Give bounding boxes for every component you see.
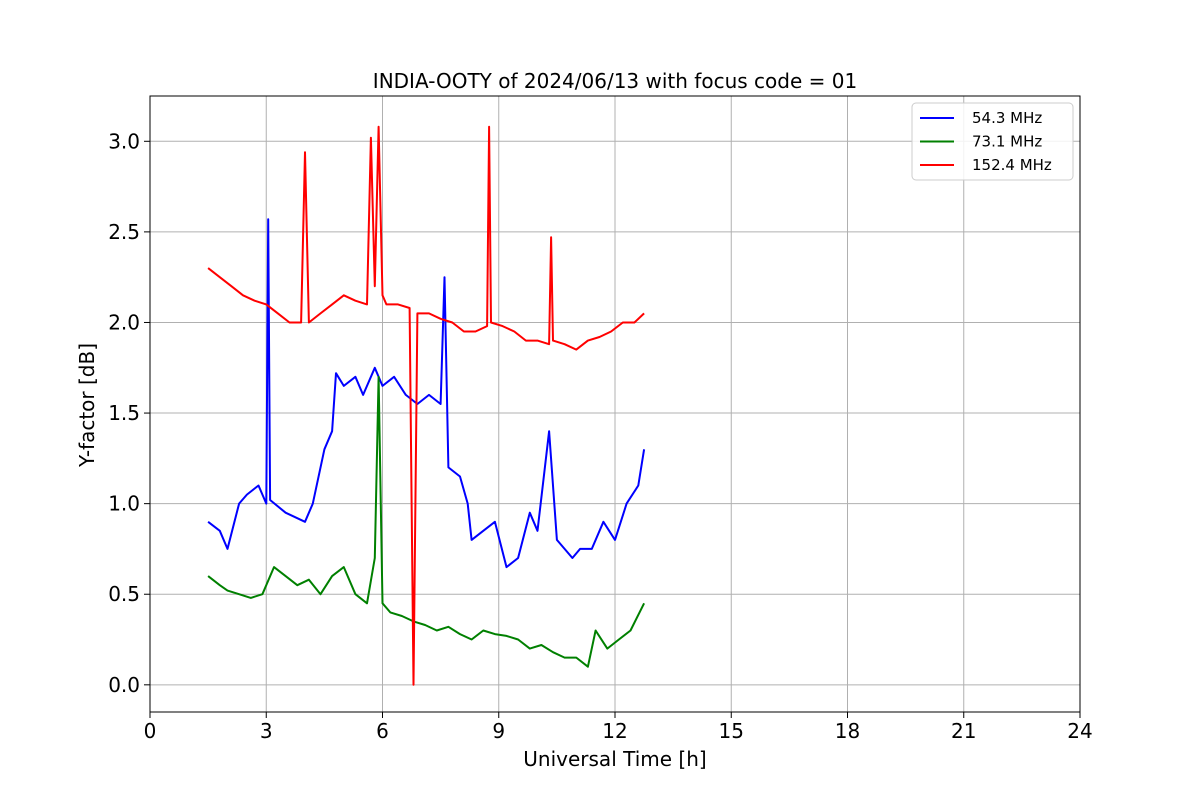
series-line-2 — [207, 125, 645, 686]
x-tick-label: 21 — [951, 719, 976, 743]
x-tick-label: 0 — [144, 719, 157, 743]
y-axis-label: Y-factor [dB] — [75, 343, 99, 468]
y-tick-label: 1.5 — [108, 401, 140, 425]
chart-title: INDIA-OOTY of 2024/06/13 with focus code… — [373, 69, 857, 93]
x-tick-label: 3 — [260, 719, 273, 743]
x-tick-label: 6 — [376, 719, 389, 743]
y-tick-label: 2.5 — [108, 220, 140, 244]
y-tick-label: 0.5 — [108, 582, 140, 606]
x-tick-label: 15 — [719, 719, 744, 743]
x-tick-label: 18 — [835, 719, 860, 743]
series-line-0 — [207, 218, 646, 569]
x-tick-label: 9 — [492, 719, 505, 743]
legend: 54.3 MHz 73.1 MHz 152.4 MHz — [911, 102, 1074, 181]
x-tick-label: 12 — [602, 719, 627, 743]
y-tick-label: 0.0 — [108, 673, 140, 697]
y-tick-label: 2.0 — [108, 310, 140, 334]
legend-box — [911, 102, 1074, 181]
legend-entry: 152.4 MHz — [972, 156, 1052, 174]
ticks: 0 3 6 9 12 15 18 21 24 0.0 0.5 1.0 1.5 2.0 2.5 3.0 — [108, 129, 1093, 743]
x-tick-label: 24 — [1067, 719, 1092, 743]
series-lines — [207, 125, 646, 686]
legend-entry: 73.1 MHz — [972, 133, 1042, 151]
x-axis-label: Universal Time [h] — [523, 747, 706, 771]
y-tick-label: 1.0 — [108, 492, 140, 516]
y-tick-label: 3.0 — [108, 129, 140, 153]
legend-entry: 54.3 MHz — [972, 109, 1042, 127]
